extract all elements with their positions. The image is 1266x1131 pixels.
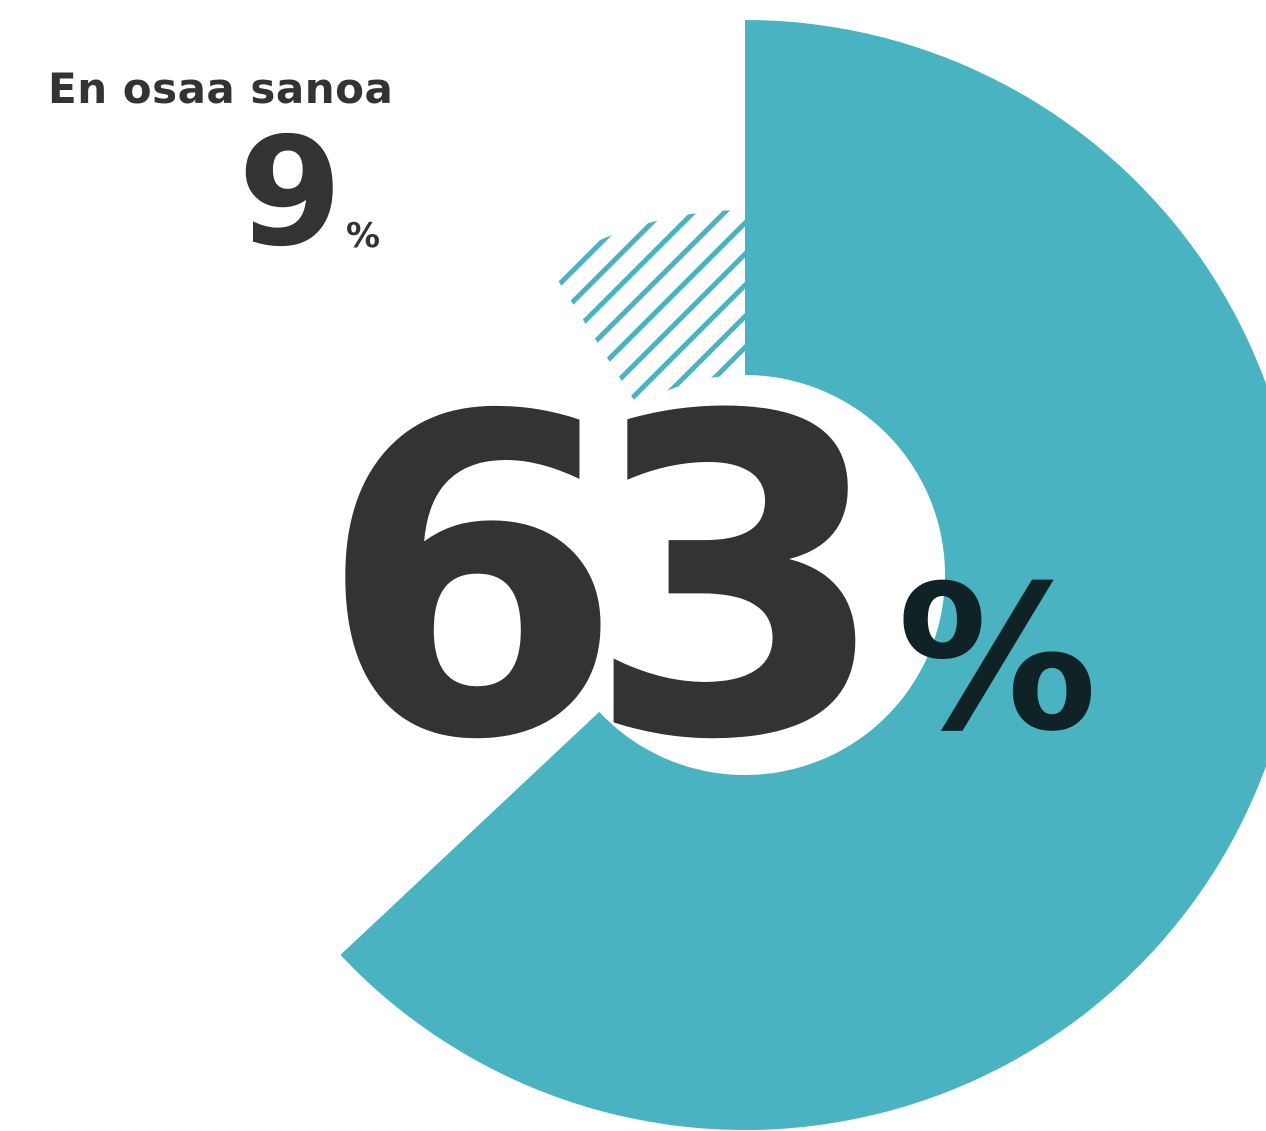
main-slice-unit: % [897,543,1098,776]
pie-slice-other [549,210,745,407]
other-slice-label: En osaa sanoa [48,64,394,113]
pie-slice-main [340,20,1266,1130]
other-slice-unit: % [346,216,381,256]
main-slice-value: 63 [318,324,890,836]
other-slice-value: 9 [238,106,342,280]
